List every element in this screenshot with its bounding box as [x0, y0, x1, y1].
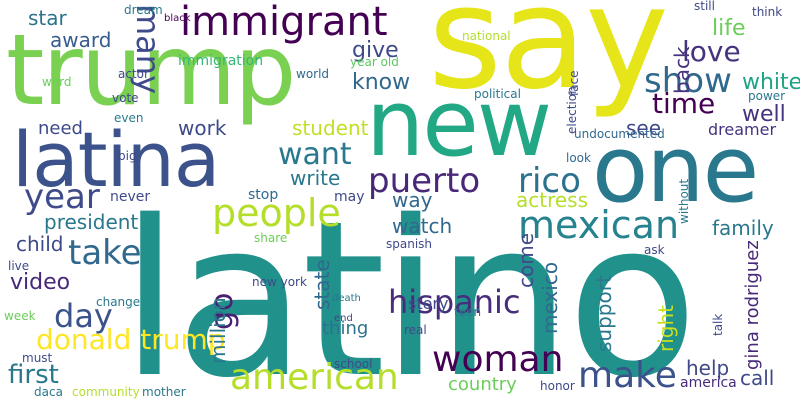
word-talk: honor [540, 379, 575, 393]
word-country: mexico [538, 261, 562, 334]
word-stop: word [42, 75, 72, 89]
word-world: even [114, 111, 144, 125]
word-american: american [230, 357, 399, 398]
word-work: well [742, 102, 786, 127]
word-mexican: mexican [518, 203, 680, 247]
word-mother: must [22, 351, 53, 365]
word-mexico: country [448, 374, 517, 395]
word-story: support [592, 275, 616, 352]
word-know: know [352, 70, 411, 95]
word-gina-rodriguez: immigration [178, 53, 264, 69]
word-million: dreamer [708, 120, 777, 139]
word-look: election [565, 86, 579, 134]
word-may: world [296, 67, 330, 81]
word-make: make [578, 355, 677, 396]
word-share: never [110, 189, 151, 205]
word-give: give [352, 38, 399, 63]
word-want: want [278, 137, 352, 172]
word-one: one [592, 116, 759, 223]
word-election: community [72, 385, 140, 399]
word-video: write [290, 166, 341, 190]
word-watch: actress [516, 188, 589, 212]
word-support: story [408, 294, 449, 313]
word-president: video [10, 270, 71, 295]
word-help: family [712, 216, 774, 240]
word-latina: latina [12, 115, 220, 204]
word-right: america [680, 375, 737, 391]
word-call: come [514, 232, 538, 288]
word-year-old: year old [350, 55, 399, 69]
word-many: time [652, 87, 716, 120]
word-teen: death [332, 293, 361, 304]
word-undocumented: political [474, 87, 521, 101]
word-immigrant: immigrant [180, 0, 388, 45]
word-first: day [54, 297, 113, 335]
word-dreamer: million [206, 297, 230, 364]
word-america: right [654, 305, 678, 352]
word-ask: may [334, 189, 365, 205]
word-back: help [686, 356, 730, 380]
word-black: think [752, 5, 783, 19]
word-spanish: stop [248, 187, 279, 203]
word-award: award [50, 28, 112, 52]
word-take: take [68, 233, 142, 273]
word-school: talk [711, 313, 725, 336]
word-trump: trump [6, 14, 296, 128]
word-white: back [670, 46, 694, 94]
word-new: new [366, 70, 552, 177]
word-day: hispanic [388, 283, 521, 321]
word-people: people [212, 191, 341, 235]
word-honor: school [334, 357, 373, 371]
word-state: see [626, 116, 662, 140]
word-rico: rico [518, 161, 581, 201]
word-immigration: gina rodriguez [742, 240, 763, 370]
word-without: mother [142, 385, 186, 399]
word-come: call [740, 366, 775, 390]
word-see: thing [322, 318, 369, 339]
word-power: without [677, 178, 691, 224]
word-student: work [178, 116, 227, 140]
word-change: live [8, 259, 30, 273]
word-actress: way [392, 188, 433, 212]
word-time: love [682, 35, 741, 68]
word-life: life [712, 16, 746, 41]
word-even: black [164, 13, 191, 24]
word-woman: woman [432, 339, 564, 380]
word-never: big [118, 149, 137, 163]
word-face: daca [34, 385, 63, 399]
word-well: white [742, 70, 800, 95]
word-actor: power [748, 89, 786, 103]
word-new-york: spanish [386, 237, 433, 251]
word-show: show [644, 61, 732, 101]
word-latino: latino [120, 174, 698, 400]
word-dream: still [694, 0, 715, 13]
word-vote: dream [124, 3, 163, 17]
word-star: star [28, 6, 67, 30]
word-love: donald trump [36, 323, 226, 356]
word-week: new york [252, 275, 307, 289]
word-say: say [428, 0, 669, 121]
word-way: child [16, 232, 64, 256]
word-donald-trump: first [8, 360, 59, 390]
word-family: watch [392, 214, 453, 238]
word-end: change [96, 295, 141, 309]
word-word: vote [112, 91, 139, 105]
word-need: student [292, 116, 369, 140]
word-thing: state [310, 259, 334, 310]
word-must: teen [454, 305, 482, 319]
word-national: national [462, 29, 511, 43]
word-child: president [44, 210, 139, 234]
word-big: actor [118, 67, 149, 81]
word-real: week [4, 309, 36, 323]
word-daca: end [334, 313, 353, 324]
word-think: look [566, 151, 591, 165]
word-puerto: puerto [368, 161, 481, 201]
word-live: share [254, 231, 288, 245]
word-still: undocumented [574, 127, 665, 141]
word-death: ask [644, 243, 665, 257]
word-year: year [24, 177, 100, 217]
word-write: need [38, 118, 83, 139]
word-community: real [404, 323, 427, 337]
